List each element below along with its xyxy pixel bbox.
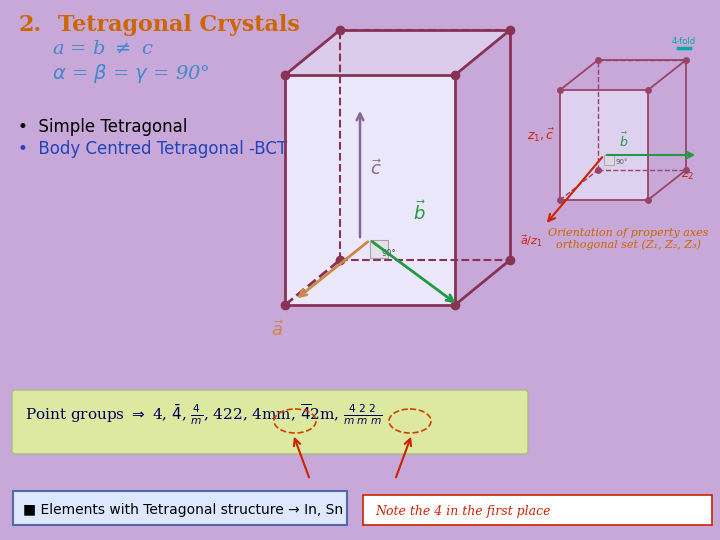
Text: $z_2$: $z_2$ xyxy=(681,169,695,182)
FancyBboxPatch shape xyxy=(13,491,347,525)
Text: 2.: 2. xyxy=(18,14,41,36)
Text: Point groups $\Rightarrow$ 4, $\bar{4}$, $\frac{4}{m}$, 422, 4mm, $\overline{4}$: Point groups $\Rightarrow$ 4, $\bar{4}$,… xyxy=(25,403,382,427)
Text: $\alpha$ = $\beta$ = $\gamma$ = 90°: $\alpha$ = $\beta$ = $\gamma$ = 90° xyxy=(52,62,210,85)
Text: Note the 4 in the first place: Note the 4 in the first place xyxy=(375,504,551,517)
Text: ■ Elements with Tetragonal structure → In, Sn: ■ Elements with Tetragonal structure → I… xyxy=(23,503,343,517)
FancyBboxPatch shape xyxy=(363,495,712,525)
Text: 90°: 90° xyxy=(616,159,629,165)
Text: $\vec{a}$: $\vec{a}$ xyxy=(271,320,284,340)
Text: $\vec{b}$: $\vec{b}$ xyxy=(619,132,629,150)
Polygon shape xyxy=(285,75,455,305)
Text: $\vec{c}$: $\vec{c}$ xyxy=(370,159,382,179)
Polygon shape xyxy=(285,30,510,75)
Text: $z_1, \vec{c}$: $z_1, \vec{c}$ xyxy=(527,126,555,144)
FancyBboxPatch shape xyxy=(370,240,388,258)
Text: a = b $\neq$ c: a = b $\neq$ c xyxy=(52,40,154,58)
FancyBboxPatch shape xyxy=(604,155,614,165)
Text: •  Simple Tetragonal: • Simple Tetragonal xyxy=(18,118,187,136)
Polygon shape xyxy=(560,90,648,200)
Text: $\vec{b}$: $\vec{b}$ xyxy=(413,200,426,224)
Text: 4-fold: 4-fold xyxy=(672,37,696,46)
Text: Orientation of property axes
orthogonal set (Z₁, Z₂, Z₃): Orientation of property axes orthogonal … xyxy=(548,228,708,250)
Text: Tetragonal Crystals: Tetragonal Crystals xyxy=(58,14,300,36)
FancyBboxPatch shape xyxy=(12,390,528,454)
Text: $\vec{a}/z_1$: $\vec{a}/z_1$ xyxy=(521,233,543,248)
Text: •  Body Centred Tetragonal -BCT: • Body Centred Tetragonal -BCT xyxy=(18,140,287,158)
Text: 90°: 90° xyxy=(381,248,395,258)
